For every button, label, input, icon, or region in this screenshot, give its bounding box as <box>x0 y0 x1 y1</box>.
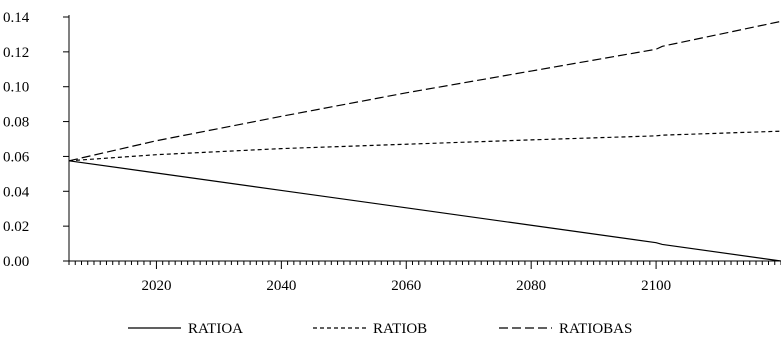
legend: RATIOA RATIOB RATIOBAS <box>128 321 632 337</box>
x-tick-label: 2020 <box>141 278 171 294</box>
series-line-ratiob <box>68 130 781 162</box>
axes: 0.00 0.02 0.04 0.06 0.08 0.10 0.12 0.14 2020 2040… <box>3 10 781 294</box>
y-tick-label: 0.06 <box>3 149 30 165</box>
y-tick-label: 0.04 <box>3 184 30 200</box>
y-tick-label: 0.00 <box>3 254 29 270</box>
series-line-ratiobas <box>68 20 781 162</box>
series-line-ratioa <box>68 160 781 262</box>
legend-label-ratiobas: RATIOBAS <box>559 321 632 337</box>
x-tick-label: 2060 <box>391 278 421 294</box>
x-tick-label: 2100 <box>641 278 671 294</box>
series-layer <box>68 20 781 262</box>
y-tick-label: 0.12 <box>3 45 29 61</box>
x-tick-label: 2080 <box>516 278 546 294</box>
legend-label-ratiob: RATIOB <box>373 321 427 337</box>
y-tick-label: 0.02 <box>3 219 29 235</box>
legend-label-ratioa: RATIOA <box>188 321 243 337</box>
y-tick-label: 0.10 <box>3 80 29 96</box>
y-tick-label: 0.08 <box>3 115 29 131</box>
x-tick-label: 2040 <box>266 278 296 294</box>
y-tick-label: 0.14 <box>3 10 30 26</box>
